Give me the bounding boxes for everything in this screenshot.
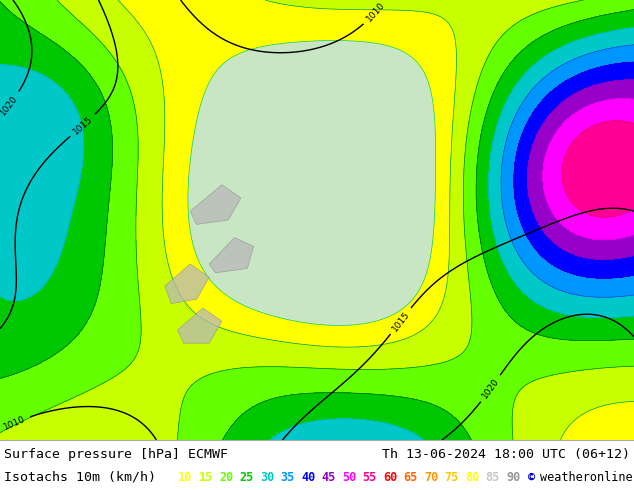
- Text: 1020: 1020: [0, 93, 20, 117]
- Text: 60: 60: [383, 470, 398, 484]
- Text: 35: 35: [280, 470, 295, 484]
- Text: 80: 80: [465, 470, 479, 484]
- Text: 1010: 1010: [3, 414, 27, 431]
- Text: 20: 20: [219, 470, 233, 484]
- Text: 1020: 1020: [481, 377, 501, 400]
- Text: Th 13-06-2024 18:00 UTC (06+12): Th 13-06-2024 18:00 UTC (06+12): [382, 447, 630, 461]
- Text: 25: 25: [240, 470, 254, 484]
- Text: 10: 10: [178, 470, 192, 484]
- Text: ©: ©: [529, 470, 536, 484]
- Text: 45: 45: [321, 470, 336, 484]
- Text: 55: 55: [363, 470, 377, 484]
- Text: 1010: 1010: [365, 0, 386, 24]
- Text: 1015: 1015: [71, 114, 94, 136]
- Polygon shape: [165, 264, 209, 304]
- Text: 65: 65: [403, 470, 418, 484]
- Text: 90: 90: [506, 470, 521, 484]
- Polygon shape: [178, 308, 222, 343]
- Text: Surface pressure [hPa] ECMWF: Surface pressure [hPa] ECMWF: [4, 447, 228, 461]
- Text: 50: 50: [342, 470, 356, 484]
- Polygon shape: [209, 238, 254, 273]
- Polygon shape: [190, 185, 241, 224]
- Text: 30: 30: [260, 470, 275, 484]
- Text: 15: 15: [198, 470, 213, 484]
- Text: Isotachs 10m (km/h): Isotachs 10m (km/h): [4, 470, 156, 484]
- Text: weatheronline.co.uk: weatheronline.co.uk: [540, 470, 634, 484]
- Text: 85: 85: [486, 470, 500, 484]
- Text: 70: 70: [424, 470, 438, 484]
- Text: 1015: 1015: [390, 309, 411, 333]
- Text: 75: 75: [444, 470, 459, 484]
- Text: 40: 40: [301, 470, 315, 484]
